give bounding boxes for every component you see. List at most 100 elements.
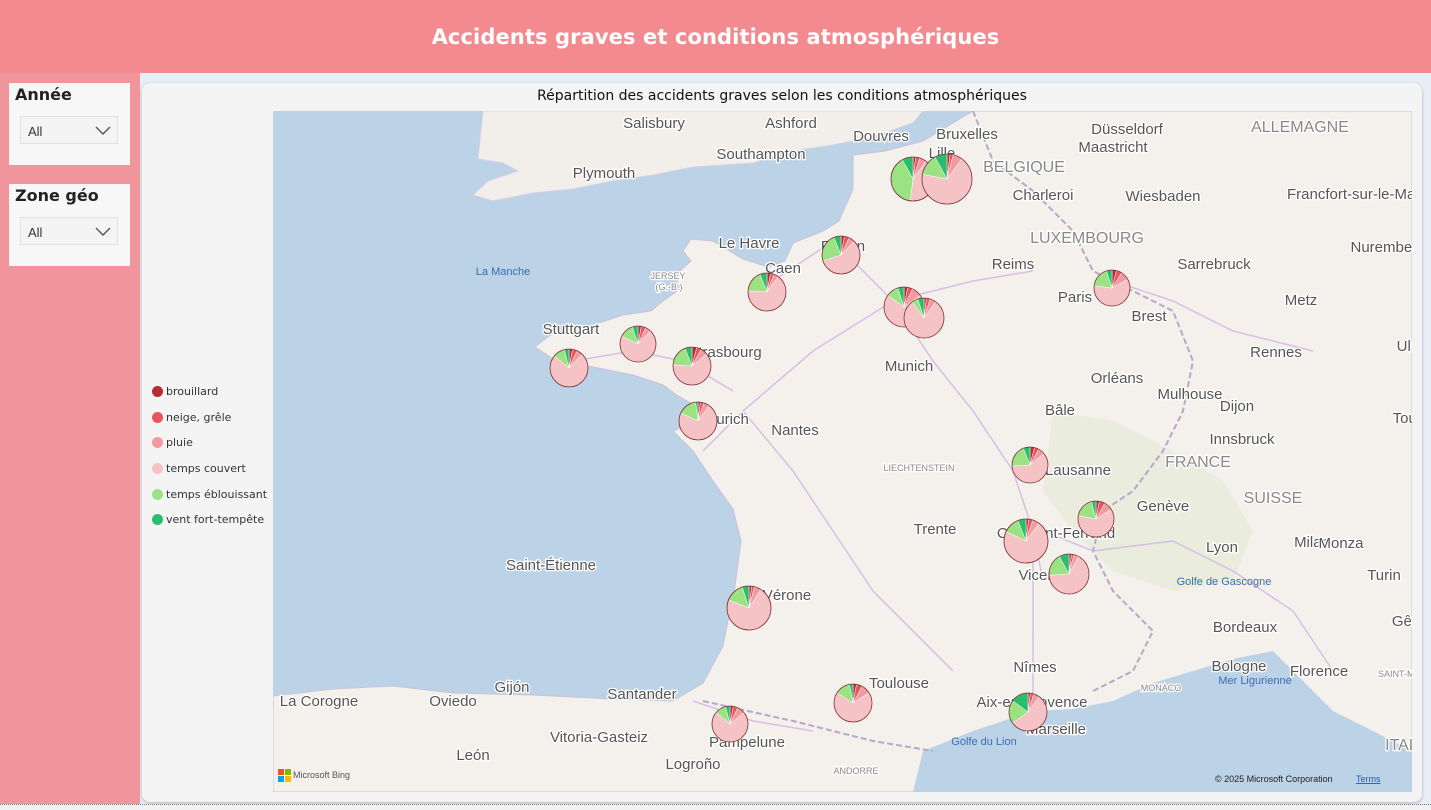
pie-marker[interactable]	[1077, 500, 1115, 538]
map-terms-link[interactable]: Terms	[1356, 774, 1381, 784]
legend-item-temps-eblouissant[interactable]: temps éblouissant	[152, 481, 267, 507]
map-label-b-le: Bâle	[1045, 402, 1075, 419]
legend-item-pluie[interactable]: pluie	[152, 430, 267, 456]
report-title: Accidents graves et conditions atmosphér…	[431, 24, 1000, 49]
map-label-francfort-sur-le-main: Francfort-sur-le-Main	[1287, 186, 1412, 203]
zone-slicer-title: Zone géo	[15, 186, 99, 205]
page-bottom-border	[0, 804, 1431, 810]
map-label-monza: Monza	[1318, 535, 1364, 552]
map-label-brest: Brest	[1131, 308, 1167, 325]
pie-outline	[549, 348, 589, 388]
map-label-santander: Santander	[607, 686, 676, 703]
map-label-turin: Turin	[1367, 567, 1401, 584]
pie-marker[interactable]	[833, 683, 873, 723]
map-label-saint-marin: SAINT-MARIN	[1378, 669, 1412, 679]
pie-marker[interactable]	[1008, 692, 1048, 732]
map-label-milan: Milan	[1294, 534, 1330, 551]
map-label-luxembourg: LUXEMBOURG	[1030, 230, 1144, 247]
zone-dropdown-value: All	[28, 225, 43, 240]
map-label-trente: Trente	[914, 521, 957, 538]
pie-marker[interactable]	[1011, 446, 1049, 484]
pie-outline	[1077, 500, 1115, 538]
legend-dot	[152, 463, 163, 475]
zone-dropdown[interactable]: All	[20, 217, 118, 245]
map-label-bruxelles: Bruxelles	[936, 126, 998, 143]
pie-marker[interactable]	[821, 235, 861, 275]
map-label-gij-n: Gijón	[494, 679, 529, 696]
chevron-down-icon	[95, 227, 111, 236]
pie-marker[interactable]	[747, 272, 787, 312]
pie-outline	[711, 705, 749, 743]
pie-outline	[1048, 553, 1090, 595]
map-label-n-mes: Nîmes	[1013, 659, 1056, 676]
year-slicer-title: Année	[15, 85, 72, 104]
legend-item-brouillard[interactable]: brouillard	[152, 379, 267, 405]
land-alps	[1043, 411, 1253, 591]
pie-marker[interactable]	[921, 153, 973, 205]
pie-marker[interactable]	[726, 585, 772, 631]
map-label-tours: Tours	[1393, 410, 1412, 427]
map-label-golfe-de-gascogne: Golfe de Gascogne	[1177, 576, 1272, 588]
map-label-belgique: BELGIQUE	[983, 159, 1065, 176]
map-label-bologne: Bologne	[1211, 658, 1266, 675]
legend-item-vent-fort[interactable]: vent fort-tempête	[152, 507, 267, 533]
zone-slicer: Zone géo All	[9, 184, 130, 266]
map-label-saint-tienne: Saint-Étienne	[506, 557, 596, 574]
pie-marker[interactable]	[672, 346, 712, 386]
map-label-dijon: Dijon	[1220, 398, 1254, 415]
pie-marker[interactable]	[619, 325, 657, 363]
map-label-innsbruck: Innsbruck	[1209, 431, 1275, 448]
bing-map[interactable]: Salisbury Ashford Douvres Bruxelles Düsseldo…	[273, 111, 1412, 792]
map-label-ashford: Ashford	[765, 115, 817, 132]
pie-outline	[821, 235, 861, 275]
map-label-caen: Caen	[765, 260, 801, 277]
pie-marker[interactable]	[549, 348, 589, 388]
pie-marker[interactable]	[678, 401, 718, 441]
map-label-charleroi: Charleroi	[1013, 187, 1074, 204]
legend-item-neige[interactable]: neige, grêle	[152, 405, 267, 431]
pie-outline	[1093, 269, 1131, 307]
pie-marker[interactable]	[1003, 518, 1049, 564]
map-label-reims: Reims	[992, 256, 1035, 273]
report-header: Accidents graves et conditions atmosphér…	[0, 0, 1431, 73]
map-label-golfe-du-lion: Golfe du Lion	[951, 736, 1016, 748]
pie-outline	[678, 401, 718, 441]
legend-label: neige, grêle	[166, 410, 232, 424]
pie-outline	[747, 272, 787, 312]
map-label-douvres: Douvres	[853, 128, 909, 145]
map-label-florence: Florence	[1290, 663, 1348, 680]
legend-label: brouillard	[166, 385, 219, 399]
land-england	[472, 111, 924, 202]
pie-outline	[1003, 518, 1049, 564]
map-label-wiesbaden: Wiesbaden	[1125, 188, 1200, 205]
pie-marker[interactable]	[1048, 553, 1090, 595]
country-borders	[702, 111, 1195, 752]
map-label-le-n: León	[456, 747, 489, 764]
map-label-plymouth: Plymouth	[573, 165, 636, 182]
pie-marker[interactable]	[903, 297, 945, 339]
legend-label: temps couvert	[166, 462, 246, 476]
map-label-sarrebruck: Sarrebruck	[1177, 256, 1251, 273]
pie-marker[interactable]	[1093, 269, 1131, 307]
chevron-down-icon	[95, 126, 111, 135]
pie-outline	[619, 325, 657, 363]
map-label-oviedo: Oviedo	[429, 693, 477, 710]
map-copyright: © 2025 Microsoft Corporation	[1215, 774, 1333, 784]
map-label-andorre: ANDORRE	[833, 766, 878, 776]
map-label-rennes: Rennes	[1250, 344, 1302, 361]
map-label-gen-ve: Genève	[1137, 498, 1190, 515]
legend-item-temps-couvert[interactable]: temps couvert	[152, 456, 267, 482]
map-label-v-rone: Vérone	[763, 587, 811, 604]
pie-outline	[903, 297, 945, 339]
map-footer: Microsoft Bing © 2025 Microsoft Corporat…	[278, 769, 1381, 784]
map-label-allemagne: ALLEMAGNE	[1251, 119, 1349, 136]
map-label-ulm: Ulm	[1397, 338, 1412, 355]
map-label-france: FRANCE	[1165, 454, 1231, 471]
map-label-mer-ligurienne: Mer Ligurienne	[1218, 675, 1291, 687]
map-label-d-sseldorf: Düsseldorf	[1091, 121, 1164, 138]
map-label-southampton: Southampton	[716, 146, 805, 163]
pie-marker[interactable]	[711, 705, 749, 743]
pie-outline	[921, 153, 973, 205]
map-label-mulhouse: Mulhouse	[1157, 386, 1222, 403]
year-dropdown[interactable]: All	[20, 116, 118, 144]
